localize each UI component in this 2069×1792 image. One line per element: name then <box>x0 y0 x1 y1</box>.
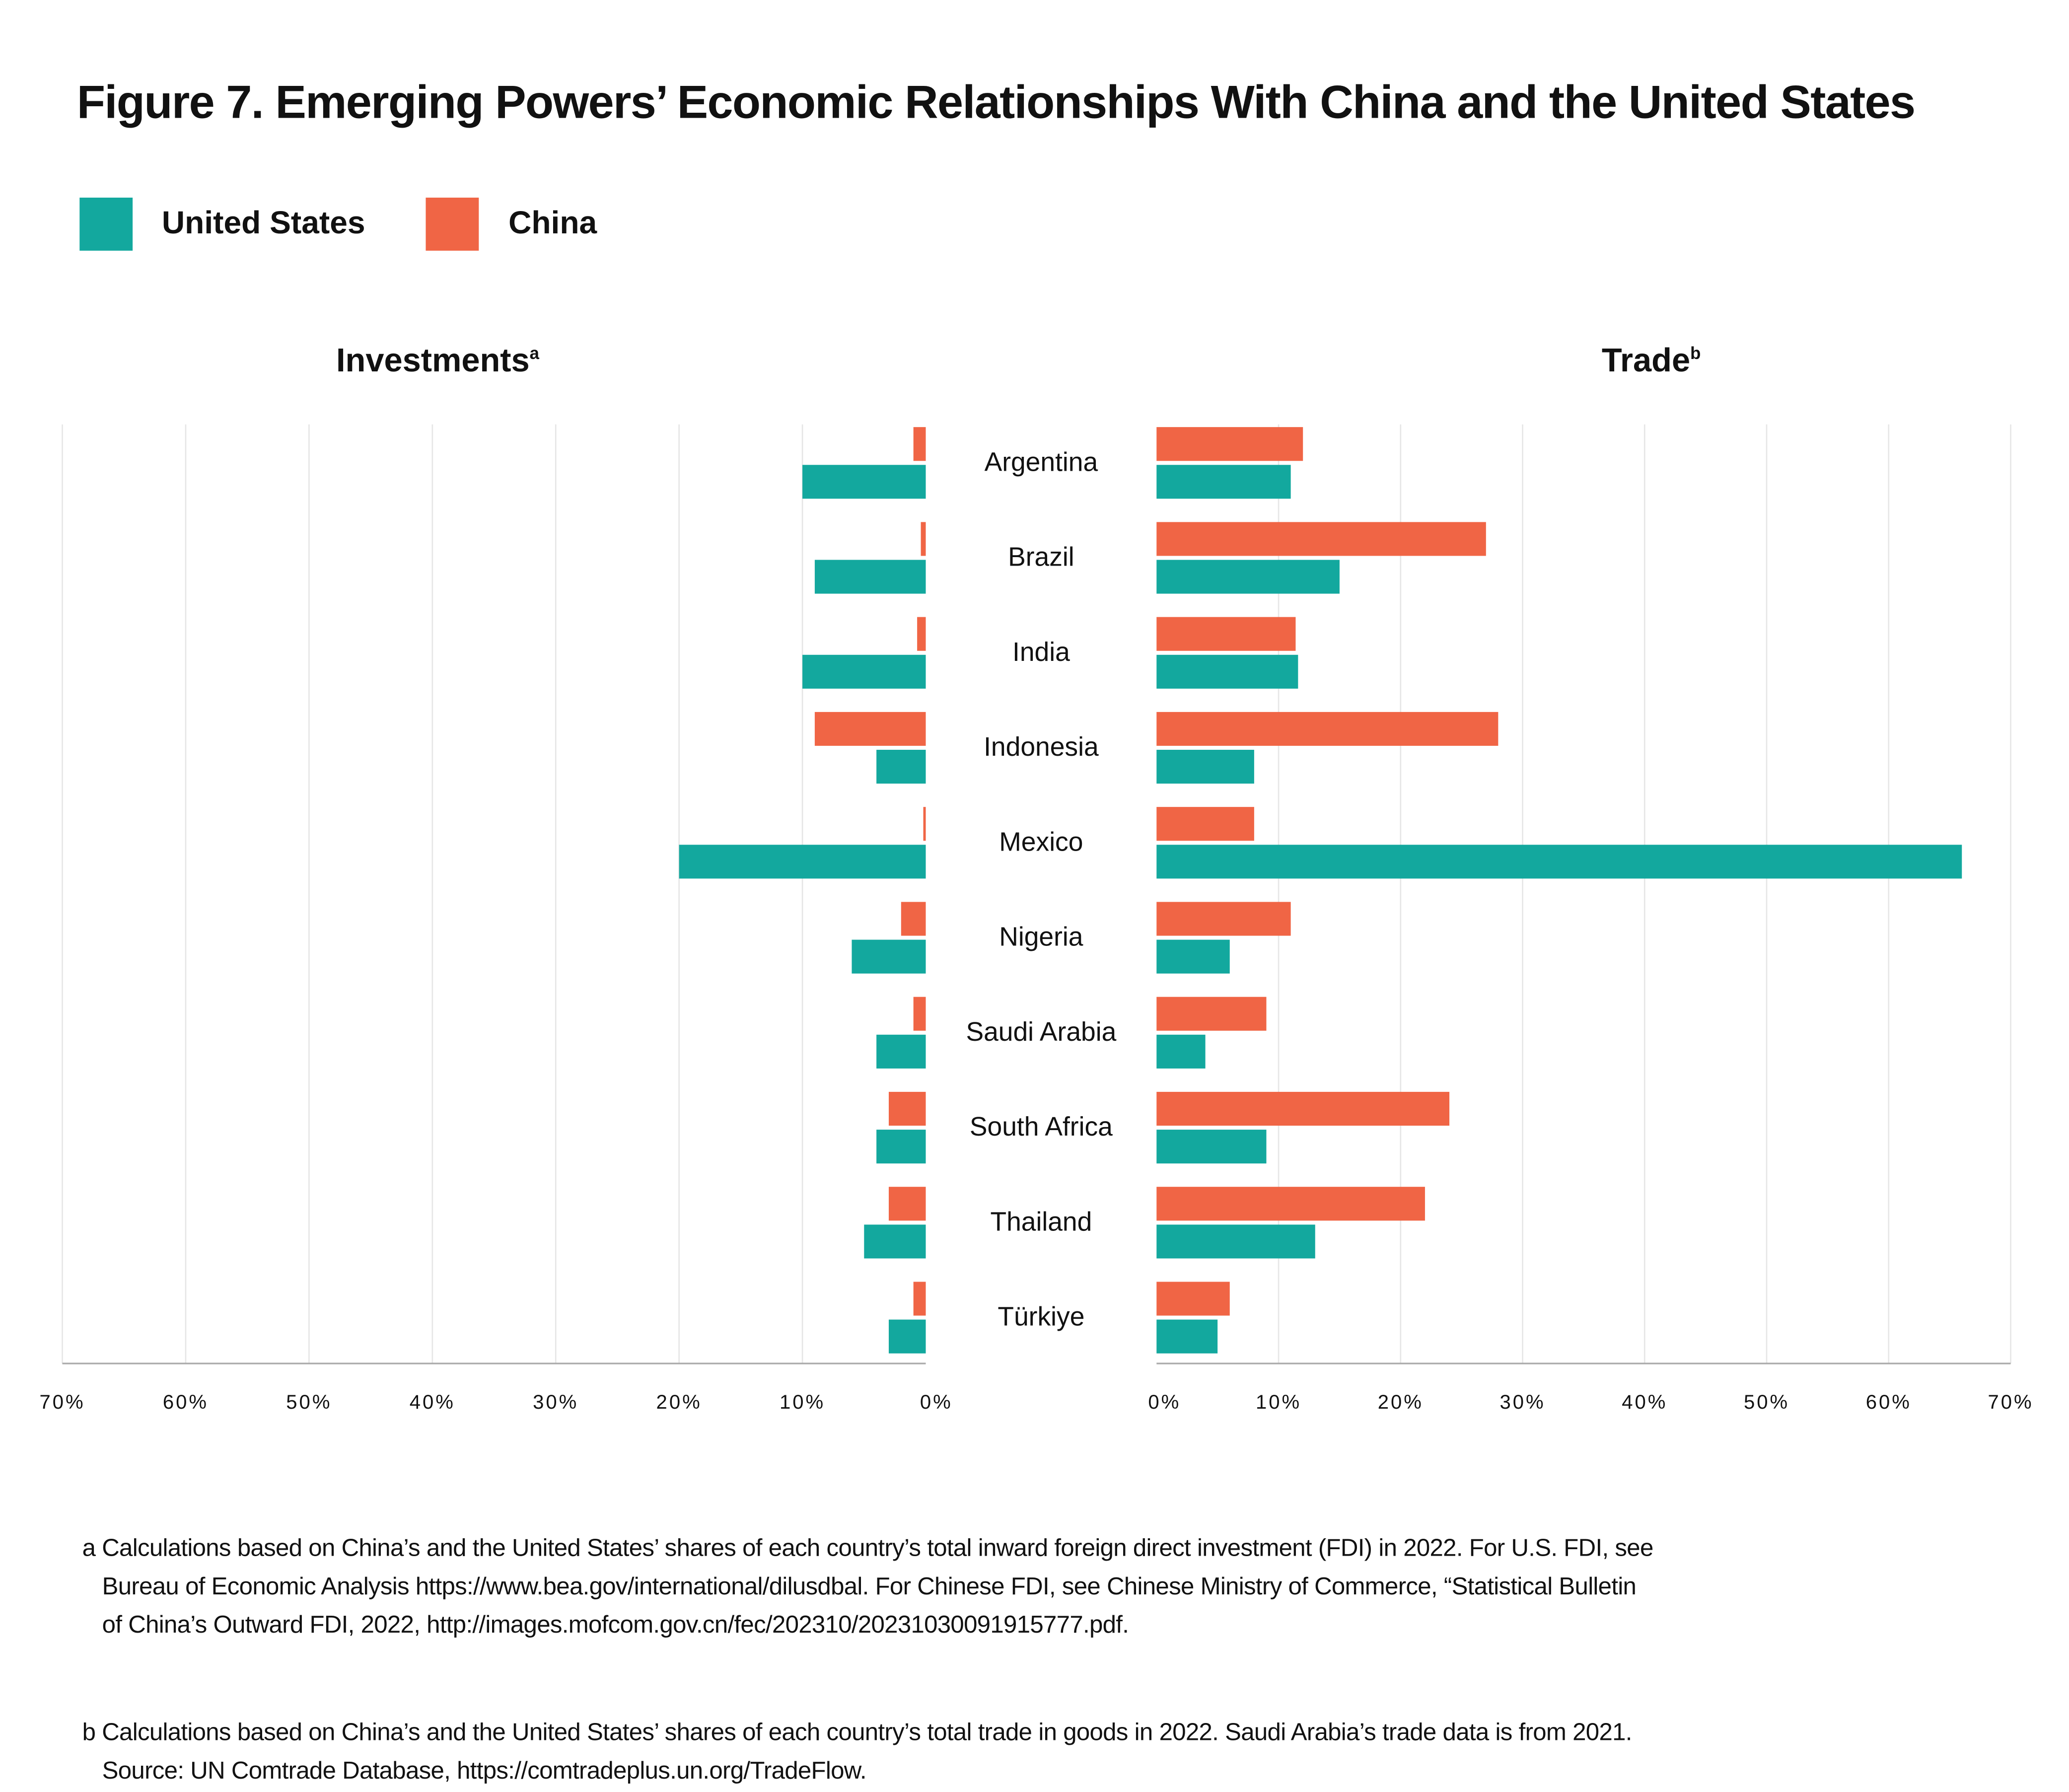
trade-bar-united-states-argentina <box>1156 465 1291 499</box>
investments-bar-united-states-indonesia <box>876 750 926 784</box>
trade-bar-united-states-türkiye <box>1156 1319 1218 1354</box>
investments-tick-label: 60% <box>163 1391 209 1413</box>
trade-bar-united-states-india <box>1156 654 1298 689</box>
investments-bar-united-states-thailand <box>864 1224 926 1259</box>
footnote-b: b Calculations based on China’s and the … <box>82 1713 1653 1790</box>
footnotes: a Calculations based on China’s and the … <box>82 1528 1654 1790</box>
investments-bar-china-argentina <box>913 427 926 461</box>
trade-bar-china-nigeria <box>1156 902 1291 936</box>
investments-tick-label: 70% <box>39 1391 85 1413</box>
trade-tick-label: 10% <box>1256 1391 1301 1413</box>
trade-tick-label: 50% <box>1744 1391 1789 1413</box>
country-label: India <box>1012 638 1070 667</box>
investments-bar-united-states-türkiye <box>888 1319 926 1354</box>
country-label: Argentina <box>985 447 1098 477</box>
investments-bar-china-saudi-arabia <box>913 997 926 1031</box>
footnote-line: b Calculations based on China’s and the … <box>82 1718 1633 1746</box>
trade-tick-label: 60% <box>1866 1391 1912 1413</box>
investments-bar-united-states-nigeria <box>852 939 926 974</box>
trade-bar-united-states-brazil <box>1156 560 1340 594</box>
trade-tick-label: 20% <box>1378 1391 1424 1413</box>
investments-bar-united-states-mexico <box>679 845 926 879</box>
trade-tick-label: 0% <box>1148 1391 1181 1413</box>
investments-tick-label: 0% <box>920 1391 953 1413</box>
investments-tick-label: 10% <box>780 1391 825 1413</box>
footnote-line: of China’s Outward FDI, 2022, http://ima… <box>102 1610 1129 1638</box>
trade-bar-united-states-south-africa <box>1156 1130 1267 1164</box>
country-label: Nigeria <box>999 923 1083 952</box>
investments-bar-united-states-india <box>802 654 926 689</box>
legend: United States China <box>79 198 658 251</box>
country-label: Thailand <box>990 1207 1092 1236</box>
legend-swatch-united-states <box>79 198 133 251</box>
investments-bar-china-mexico <box>923 807 926 841</box>
investments-tick-label: 20% <box>656 1391 702 1413</box>
trade-bar-united-states-nigeria <box>1156 939 1230 974</box>
trade-footnote-mark: b <box>1690 343 1701 363</box>
investments-tick-label: 30% <box>533 1391 578 1413</box>
trade-bar-united-states-thailand <box>1156 1224 1315 1259</box>
footnote-line: Bureau of Economic Analysis https://www.… <box>102 1572 1637 1600</box>
country-label: Indonesia <box>984 732 1099 762</box>
country-label: Saudi Arabia <box>966 1017 1116 1047</box>
trade-bar-united-states-indonesia <box>1156 750 1254 784</box>
investments-bar-china-thailand <box>888 1187 926 1221</box>
figure-title: Figure 7. Emerging Powers’ Economic Rela… <box>76 76 1916 129</box>
trade-tick-label: 70% <box>1988 1391 2033 1413</box>
trade-bar-china-south-africa <box>1156 1091 1450 1126</box>
investments-tick-label: 40% <box>410 1391 455 1413</box>
trade-tick-label: 40% <box>1622 1391 1667 1413</box>
investments-bar-china-indonesia <box>814 712 926 746</box>
trade-bar-china-saudi-arabia <box>1156 997 1267 1031</box>
investments-tick-label: 50% <box>286 1391 332 1413</box>
trade-bar-china-mexico <box>1156 807 1254 841</box>
investments-bar-china-türkiye <box>913 1282 926 1316</box>
investments-bar-united-states-south-africa <box>876 1130 926 1164</box>
trade-bar-china-thailand <box>1156 1187 1425 1221</box>
trade-bar-united-states-saudi-arabia <box>1156 1034 1206 1069</box>
investments-bar-china-india <box>917 617 926 651</box>
country-label: Mexico <box>999 827 1083 857</box>
investments-title-text: Investments <box>336 342 530 379</box>
trade-title-text: Trade <box>1601 342 1691 379</box>
investments-bar-china-south-africa <box>888 1091 926 1126</box>
trade-bar-china-argentina <box>1156 427 1303 461</box>
trade-bar-china-türkiye <box>1156 1282 1230 1316</box>
country-label: Türkiye <box>998 1302 1084 1332</box>
country-label: Brazil <box>1008 543 1074 572</box>
legend-swatch-china <box>426 198 480 251</box>
investments-bar-china-brazil <box>921 522 926 556</box>
investments-bar-united-states-argentina <box>802 465 926 499</box>
trade-bar-united-states-mexico <box>1156 845 1962 879</box>
trade-title: Tradeb <box>1602 342 1701 380</box>
legend-label-china: China <box>508 206 597 242</box>
investments-bar-united-states-brazil <box>814 560 926 594</box>
trade-bar-china-india <box>1156 617 1296 651</box>
legend-label-united-states: United States <box>161 206 365 242</box>
footnote-a: a Calculations based on China’s and the … <box>82 1528 1654 1643</box>
investments-bar-united-states-saudi-arabia <box>876 1034 926 1069</box>
trade-bar-china-brazil <box>1156 522 1486 556</box>
investments-footnote-mark: a <box>529 343 540 363</box>
footnote-line: Source: UN Comtrade Database, https://co… <box>102 1756 867 1784</box>
trade-tick-label: 30% <box>1499 1391 1545 1413</box>
trade-bar-china-indonesia <box>1156 712 1498 746</box>
investments-title: Investmentsa <box>336 342 539 380</box>
footnote-line: a Calculations based on China’s and the … <box>82 1533 1654 1562</box>
country-label: South Africa <box>970 1112 1113 1142</box>
investments-bar-china-nigeria <box>901 902 926 936</box>
